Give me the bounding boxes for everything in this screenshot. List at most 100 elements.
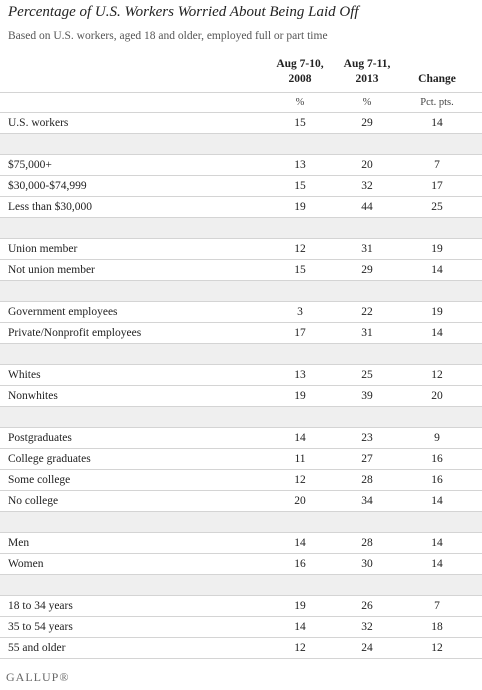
- table-row: No college 20 34 14: [0, 491, 482, 512]
- value-cell: 22: [361, 306, 373, 318]
- value-cell: 19: [431, 243, 443, 255]
- value-cell: 14: [294, 537, 306, 549]
- table-row: 55 and older 12 24 12: [0, 638, 482, 659]
- value-cell: 25: [361, 369, 373, 381]
- row-label: Private/Nonprofit employees: [8, 327, 142, 339]
- separator-row: [0, 218, 482, 239]
- table-row: College graduates 11 27 16: [0, 449, 482, 470]
- row-label: Union member: [8, 243, 78, 255]
- value-cell: 13: [294, 369, 306, 381]
- value-cell: 14: [431, 537, 443, 549]
- value-cell: 12: [294, 474, 306, 486]
- separator-row: [0, 407, 482, 428]
- table-row: 18 to 34 years 19 26 7: [0, 596, 482, 617]
- table-row: 35 to 54 years 14 32 18: [0, 617, 482, 638]
- table-row: U.S. workers 15 29 14: [0, 113, 482, 134]
- separator-row: [0, 281, 482, 302]
- row-label: 18 to 34 years: [8, 600, 73, 612]
- row-label: Whites: [8, 369, 41, 381]
- value-cell: 20: [431, 390, 443, 402]
- unit-row: %% Pct. pts.: [0, 92, 482, 113]
- value-cell: 29: [361, 264, 373, 276]
- value-cell: 16: [294, 558, 306, 570]
- value-cell: 14: [294, 432, 306, 444]
- value-cell: 14: [431, 117, 443, 129]
- value-cell: 14: [431, 558, 443, 570]
- row-label: Postgraduates: [8, 432, 72, 444]
- table-row: Not union member 15 29 14: [0, 260, 482, 281]
- value-cell: 7: [434, 159, 440, 171]
- value-cell: 32: [361, 621, 373, 633]
- table-row: Whites 13 25 12: [0, 365, 482, 386]
- row-label: 55 and older: [8, 642, 66, 654]
- value-cell: 7: [434, 600, 440, 612]
- value-cell: 16: [431, 453, 443, 465]
- table-row: $30,000-$74,999 15 32 17: [0, 176, 482, 197]
- value-cell: 15: [294, 117, 306, 129]
- table-row: Women 16 30 14: [0, 554, 482, 575]
- value-cell: 12: [294, 642, 306, 654]
- brand: GALLUP®: [6, 670, 70, 684]
- value-cell: 14: [431, 495, 443, 507]
- separator-row: [0, 575, 482, 596]
- value-cell: 18: [431, 621, 443, 633]
- value-cell: 19: [294, 390, 306, 402]
- value-cell: 27: [361, 453, 373, 465]
- column-header: 2008: [288, 73, 312, 85]
- value-cell: 13: [294, 159, 306, 171]
- table-row: Union member 12 31 19: [0, 239, 482, 260]
- value-cell: 26: [361, 600, 373, 612]
- column-header: 2013: [355, 73, 379, 85]
- table-row: $75,000+ 13 20 7: [0, 155, 482, 176]
- value-cell: 20: [361, 159, 373, 171]
- unit-label: Pct. pts.: [420, 97, 454, 108]
- row-label: U.S. workers: [8, 117, 69, 129]
- row-label: College graduates: [8, 453, 91, 465]
- value-cell: 32: [361, 180, 373, 192]
- value-cell: 24: [361, 642, 373, 654]
- separator-row: [0, 512, 482, 533]
- unit-label: %: [362, 97, 372, 108]
- value-cell: 14: [431, 327, 443, 339]
- value-cell: 15: [294, 264, 306, 276]
- value-cell: 23: [361, 432, 373, 444]
- value-cell: 28: [361, 474, 373, 486]
- subtitle: Based on U.S. workers, aged 18 and older…: [8, 30, 328, 42]
- value-cell: 14: [294, 621, 306, 633]
- value-cell: 17: [431, 180, 443, 192]
- value-cell: 31: [361, 243, 373, 255]
- column-header: Change: [418, 73, 456, 85]
- row-label: Men: [8, 537, 30, 549]
- value-cell: 17: [294, 327, 306, 339]
- value-cell: 14: [431, 264, 443, 276]
- row-label: 35 to 54 years: [8, 621, 73, 633]
- row-label: Government employees: [8, 306, 118, 318]
- title: Percentage of U.S. Workers Worried About…: [8, 4, 359, 20]
- table-row: Postgraduates 14 23 9: [0, 428, 482, 449]
- row-label: Not union member: [8, 264, 95, 276]
- value-cell: 25: [431, 201, 443, 213]
- value-cell: 44: [361, 201, 373, 213]
- value-cell: 30: [361, 558, 373, 570]
- column-header: Aug 7-11,: [343, 58, 391, 70]
- table-row: Nonwhites 19 39 20: [0, 386, 482, 407]
- value-cell: 19: [431, 306, 443, 318]
- separator-row: [0, 344, 482, 365]
- table-row: Men 14 28 14: [0, 533, 482, 554]
- table-row: Less than $30,000 19 44 25: [0, 197, 482, 218]
- value-cell: 34: [361, 495, 373, 507]
- row-label: No college: [8, 495, 59, 507]
- row-label: $30,000-$74,999: [8, 180, 87, 192]
- value-cell: 12: [294, 243, 306, 255]
- value-cell: 31: [361, 327, 373, 339]
- value-cell: 15: [294, 180, 306, 192]
- row-label: Nonwhites: [8, 390, 58, 402]
- value-cell: 12: [431, 369, 443, 381]
- table-row: Some college 12 28 16: [0, 470, 482, 491]
- value-cell: 19: [294, 600, 306, 612]
- value-cell: 39: [361, 390, 373, 402]
- value-cell: 29: [361, 117, 373, 129]
- row-label: Some college: [8, 474, 71, 486]
- value-cell: 19: [294, 201, 306, 213]
